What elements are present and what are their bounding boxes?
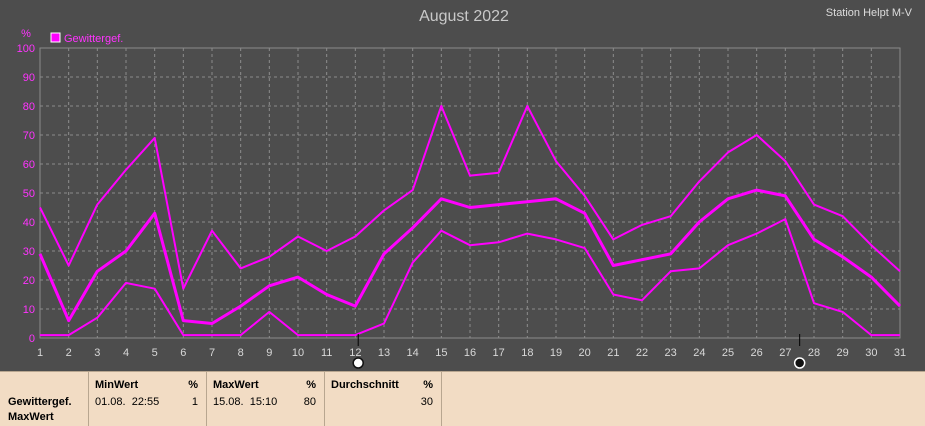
- x-tick-label: 12: [349, 347, 361, 359]
- min-header: MinWert: [95, 379, 139, 391]
- x-tick-label: 14: [407, 347, 419, 359]
- x-tick-label: 22: [636, 347, 648, 359]
- x-tick-label: 31: [894, 347, 906, 359]
- x-tick-label: 18: [521, 347, 533, 359]
- x-tick-label: 5: [152, 347, 158, 359]
- x-tick-label: 23: [665, 347, 677, 359]
- x-tick-label: 25: [722, 347, 734, 359]
- min-unit: %: [188, 379, 198, 391]
- chart: August 2022 Station Helpt M-V % Gewitter…: [17, 7, 913, 369]
- stats-row-label: Gewittergef. MaxWert: [0, 372, 88, 426]
- moon-markers: [352, 334, 806, 369]
- grid: [40, 48, 900, 338]
- y-tick-label: 90: [23, 72, 35, 84]
- x-tick-label: 10: [292, 347, 304, 359]
- x-tick-label: 11: [321, 347, 332, 359]
- x-tick-label: 3: [94, 347, 100, 359]
- x-tick-label: 1: [37, 347, 43, 359]
- y-tick-label: 20: [23, 275, 35, 287]
- station-name: Station Helpt M-V: [826, 7, 913, 19]
- x-tick-label: 8: [238, 347, 244, 359]
- series-line-max: [39, 105, 901, 290]
- legend-swatch: [50, 32, 61, 43]
- stats-panel: Gewittergef. MaxWert MinWert % 01.08. 22…: [0, 371, 925, 426]
- max-header: MaxWert: [213, 379, 259, 391]
- min-datetime: 01.08. 22:55: [95, 396, 160, 408]
- legend-label: Gewittergef.: [64, 33, 123, 45]
- avg-value: 30: [420, 396, 433, 408]
- x-tick-label: 15: [435, 347, 447, 359]
- y-tick-label: 100: [17, 43, 35, 55]
- x-tick-label: 29: [837, 347, 849, 359]
- x-tick-label: 30: [865, 347, 877, 359]
- x-tick-label: 24: [693, 347, 705, 359]
- x-ticks: 1 2 3 4 5 6 7 8 9 10 11 12 13 14 15 16 17 18 19 20 21 22 23 24 2…: [37, 347, 906, 359]
- series: [38, 105, 902, 337]
- x-tick-label: 26: [751, 347, 763, 359]
- y-tick-label: 0: [29, 333, 35, 345]
- full-moon-icon: [352, 357, 364, 369]
- x-tick-label: 13: [378, 347, 390, 359]
- y-ticks: 0 10 20 30 40 50 60 70 80 90 100: [17, 43, 35, 345]
- avg-header: Durchschnitt: [331, 379, 399, 391]
- series-line-min: [40, 218, 900, 337]
- x-tick-label: 9: [266, 347, 272, 359]
- stats-max-cell: MaxWert % 15.08. 15:10 80: [206, 372, 324, 426]
- x-tick-label: 2: [66, 347, 72, 359]
- max-unit: %: [306, 379, 316, 391]
- stats-type-name: MaxWert: [8, 411, 54, 423]
- max-value: 80: [303, 396, 316, 408]
- stats-min-cell: MinWert % 01.08. 22:55 1: [88, 372, 206, 426]
- x-tick-label: 19: [550, 347, 562, 359]
- y-tick-label: 10: [23, 304, 35, 316]
- series-line-avg: [38, 188, 902, 325]
- x-tick-label: 20: [579, 347, 591, 359]
- y-tick-label: 30: [23, 246, 35, 258]
- x-tick-label: 27: [779, 347, 791, 359]
- max-datetime: 15.08. 15:10: [213, 396, 278, 408]
- x-tick-label: 16: [464, 347, 476, 359]
- y-tick-label: 40: [23, 217, 35, 229]
- y-tick-label: 80: [23, 101, 35, 113]
- y-tick-label: 60: [23, 159, 35, 171]
- x-tick-label: 6: [180, 347, 186, 359]
- y-tick-label: 70: [23, 130, 35, 142]
- x-tick-label: 21: [607, 347, 619, 359]
- x-tick-label: 28: [808, 347, 820, 359]
- stats-avg-cell: Durchschnitt % 30: [324, 372, 442, 426]
- avg-unit: %: [423, 379, 433, 391]
- new-moon-icon: [793, 357, 806, 369]
- y-tick-label: 50: [23, 188, 35, 200]
- min-value: 1: [191, 396, 198, 408]
- x-tick-label: 7: [209, 347, 215, 359]
- x-tick-label: 17: [493, 347, 505, 359]
- x-tick-label: 4: [123, 347, 129, 359]
- y-axis-unit: %: [21, 28, 31, 40]
- stats-parameter-name: Gewittergef.: [8, 396, 72, 408]
- chart-title: August 2022: [419, 8, 509, 25]
